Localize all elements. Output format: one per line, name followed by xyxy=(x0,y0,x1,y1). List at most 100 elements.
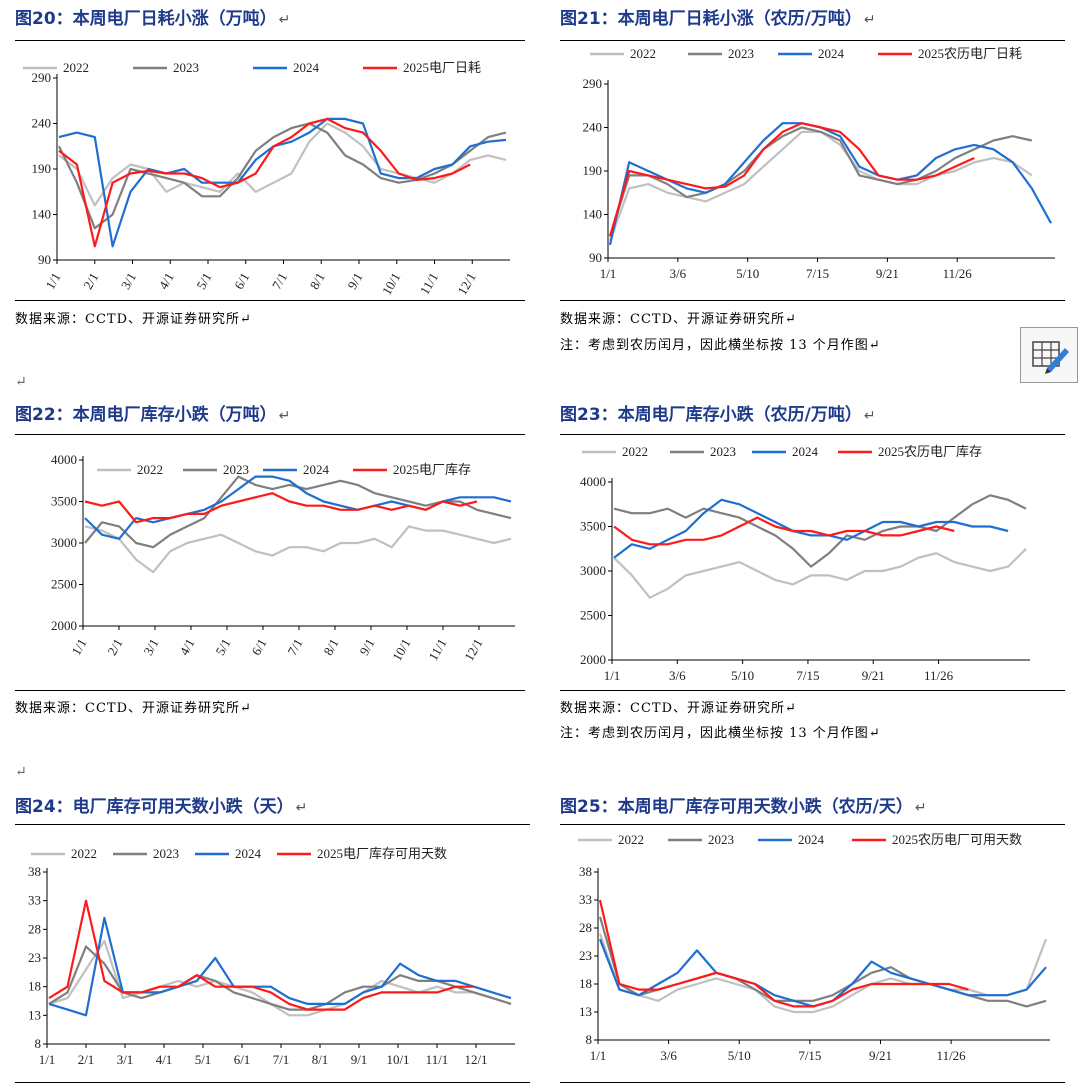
x-tick-label: 2/1 xyxy=(78,1052,95,1067)
legend-label: 2025农历电厂日耗 xyxy=(918,46,1022,61)
chart-fig25: 2022 2023 2024 2025农历电厂可用天数 8 13 18 23 28 33 38 1/1… xyxy=(578,832,1050,1063)
y-tick-label: 2000 xyxy=(580,652,606,667)
x-tick-label: 9/21 xyxy=(869,1048,892,1063)
return-mark: ↵ xyxy=(15,374,27,390)
x-tick-label: 1/1 xyxy=(42,270,63,292)
series-line xyxy=(598,933,1048,1014)
x-tick-label: 4/1 xyxy=(156,270,177,292)
x-tick-label: 7/15 xyxy=(806,266,829,281)
series-line xyxy=(84,525,512,574)
legend-label: 2022 xyxy=(630,46,656,61)
y-tick-label: 2500 xyxy=(580,608,606,623)
y-tick-label: 3000 xyxy=(51,535,77,550)
series-line xyxy=(84,492,478,524)
y-tick-label: 18 xyxy=(28,979,41,994)
source-rule xyxy=(15,690,525,691)
x-tick-label: 9/21 xyxy=(876,266,899,281)
x-tick-label: 4/1 xyxy=(176,636,197,658)
x-tick-label: 3/6 xyxy=(660,1048,677,1063)
x-tick-label: 1/1 xyxy=(39,1052,56,1067)
legend-label: 2022 xyxy=(71,846,97,861)
series-line xyxy=(608,126,1033,237)
y-tick-label: 8 xyxy=(586,1032,593,1047)
x-tick-label: 7/15 xyxy=(796,668,819,683)
series-line xyxy=(58,117,507,248)
chart-fig20: 2022 2023 2024 2025电厂日耗 90 140 190 240 290 1/1 2/1… xyxy=(23,60,510,298)
x-tick-label: 1/1 xyxy=(604,668,621,683)
x-tick-label: 11/26 xyxy=(937,1048,967,1063)
y-tick-label: 240 xyxy=(583,120,603,135)
x-tick-label: 1/1 xyxy=(590,1048,607,1063)
x-tick-label: 2/1 xyxy=(80,270,101,292)
x-tick-label: 12/1 xyxy=(454,270,479,298)
note-text: 注：考虑到农历闰月，因此横坐标按 13 个月作图↵ xyxy=(560,338,881,353)
source-text: 数据来源：CCTD、开源证券研究所↵ xyxy=(560,701,797,716)
x-tick-label: 7/1 xyxy=(269,270,290,292)
y-tick-label: 290 xyxy=(32,70,52,85)
x-tick-label: 9/1 xyxy=(351,1052,368,1067)
title-rule xyxy=(15,40,525,41)
source-rule xyxy=(15,1082,530,1083)
panel-fig21: 图21：本周电厂日耗小涨（农历/万吨） ↵ 2022 2023 2024 2025农历电… xyxy=(560,4,1070,384)
x-tick-label: 5/1 xyxy=(195,1052,212,1067)
series-line xyxy=(613,548,1027,599)
x-tick-label: 1/1 xyxy=(600,266,617,281)
x-tick-label: 5/10 xyxy=(728,1048,751,1063)
legend-label: 2023 xyxy=(728,46,754,61)
series-line xyxy=(608,122,975,237)
y-tick-label: 3500 xyxy=(51,494,77,509)
panel-fig20: 图20：本周电厂日耗小涨（万吨） ↵ 2022 2023 2024 2025电厂日耗 90… xyxy=(15,4,525,384)
legend-label: 2023 xyxy=(223,462,249,477)
x-tick-label: 8/1 xyxy=(312,1052,329,1067)
x-tick-label: 1/1 xyxy=(68,636,89,658)
y-tick-label: 240 xyxy=(32,116,52,131)
y-tick-label: 2500 xyxy=(51,577,77,592)
chart-title: 图25：本周电厂库存可用天数小跌（农历/天） ↵ xyxy=(560,797,927,817)
x-tick-label: 11/26 xyxy=(943,266,973,281)
chart-title: 图22：本周电厂库存小跌（万吨） ↵ xyxy=(15,405,291,425)
y-tick-label: 3500 xyxy=(580,519,606,534)
legend-label: 2025电厂日耗 xyxy=(403,60,481,75)
y-tick-label: 38 xyxy=(28,864,41,879)
x-tick-label: 9/1 xyxy=(356,636,377,658)
title-rule xyxy=(15,434,525,435)
x-tick-label: 3/6 xyxy=(670,266,687,281)
source-text: 数据来源：CCTD、开源证券研究所↵ xyxy=(560,312,797,327)
series-line xyxy=(48,939,512,1017)
y-tick-label: 23 xyxy=(579,948,592,963)
x-tick-label: 7/15 xyxy=(798,1048,821,1063)
title-rule xyxy=(560,824,1065,825)
panel-fig25: 图25：本周电厂库存可用天数小跌（农历/天） ↵ 2022 2023 2024 2025… xyxy=(560,792,1075,1083)
series-line xyxy=(48,916,512,1017)
legend-label: 2024 xyxy=(798,832,825,847)
y-tick-label: 90 xyxy=(38,252,51,267)
legend-label: 2025电厂库存可用天数 xyxy=(317,846,447,861)
series-line xyxy=(84,475,512,540)
series-line xyxy=(613,516,955,546)
source-rule xyxy=(560,690,1065,691)
x-tick-label: 12/1 xyxy=(464,1052,487,1067)
panel-fig22: 图22：本周电厂库存小跌（万吨） ↵ 2022 2023 2024 2025电厂库存 20… xyxy=(15,400,525,730)
x-tick-label: 11/26 xyxy=(924,668,954,683)
legend-label: 2025农历电厂库存 xyxy=(878,444,982,459)
y-tick-label: 13 xyxy=(28,1007,41,1022)
y-tick-label: 2000 xyxy=(51,618,77,633)
source-rule xyxy=(15,300,525,301)
series-line xyxy=(48,899,474,1011)
chart-title: 图20：本周电厂日耗小涨（万吨） ↵ xyxy=(15,9,291,29)
table-edit-button[interactable] xyxy=(1020,327,1078,383)
source-text: 数据来源：CCTD、开源证券研究所↵ xyxy=(15,312,252,327)
y-tick-label: 190 xyxy=(32,161,52,176)
y-tick-label: 13 xyxy=(579,1004,592,1019)
x-tick-label: 8/1 xyxy=(320,636,341,658)
x-tick-label: 11/1 xyxy=(425,636,449,663)
x-tick-label: 5/1 xyxy=(212,636,233,658)
x-tick-label: 7/1 xyxy=(284,636,305,658)
y-tick-label: 3000 xyxy=(580,563,606,578)
chart-fig23: 2022 2023 2024 2025农历电厂库存 2000 2500 3000 3500 40… xyxy=(580,444,1030,683)
y-tick-label: 38 xyxy=(579,864,592,879)
y-tick-label: 290 xyxy=(583,76,603,91)
x-tick-label: 5/10 xyxy=(731,668,754,683)
y-tick-label: 23 xyxy=(28,950,41,965)
legend-label: 2022 xyxy=(618,832,644,847)
